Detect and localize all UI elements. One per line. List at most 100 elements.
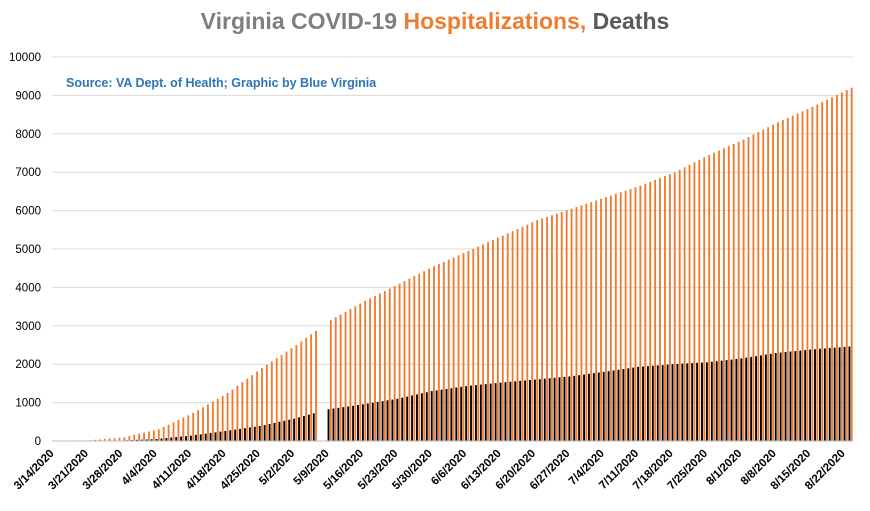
hospitalization-bar bbox=[619, 192, 622, 441]
death-bar bbox=[676, 363, 679, 441]
death-bar bbox=[376, 401, 379, 441]
death-bar bbox=[529, 379, 531, 441]
hospitalization-bar bbox=[423, 271, 426, 441]
hospitalization-bar bbox=[295, 345, 298, 441]
hospitalizations-series bbox=[59, 87, 853, 442]
death-bar bbox=[170, 437, 173, 441]
hospitalization-bar bbox=[462, 253, 465, 441]
y-tick-label: 6000 bbox=[15, 206, 41, 218]
hospitalization-bar bbox=[482, 244, 485, 441]
hospitalization-bar bbox=[192, 412, 195, 441]
death-bar bbox=[347, 406, 350, 441]
hospitalization-bar bbox=[374, 295, 376, 441]
death-bar bbox=[799, 350, 802, 441]
death-bar bbox=[352, 405, 355, 441]
hospitalization-bar bbox=[531, 222, 534, 441]
death-bar bbox=[194, 434, 197, 441]
hospitalization-bar bbox=[850, 87, 853, 441]
hospitalization-bar bbox=[496, 237, 499, 441]
hospitalization-bar bbox=[315, 330, 317, 441]
death-bar bbox=[686, 363, 689, 441]
hospitalization-bar bbox=[447, 259, 450, 441]
death-bar bbox=[735, 358, 738, 441]
death-bar bbox=[814, 349, 816, 441]
hospitalization-bar bbox=[265, 364, 268, 441]
hospitalization-bar bbox=[251, 375, 254, 441]
death-bar bbox=[519, 380, 522, 441]
y-tick-label: 0 bbox=[35, 436, 41, 448]
death-bar bbox=[293, 418, 296, 441]
hospitalization-bar bbox=[433, 266, 435, 441]
death-bar bbox=[199, 434, 202, 441]
hospitalization-bar bbox=[688, 164, 691, 442]
hospitalization-bar bbox=[605, 197, 607, 441]
hospitalization-bar bbox=[172, 422, 175, 441]
hospitalization-bar bbox=[546, 216, 548, 441]
hospitalization-bar bbox=[354, 306, 357, 441]
hospitalization-bar bbox=[801, 111, 804, 442]
death-bar bbox=[189, 435, 192, 441]
hospitalization-bar bbox=[398, 283, 401, 441]
death-bar bbox=[229, 430, 232, 441]
hospitalization-bar bbox=[359, 303, 362, 441]
hospitalization-bar bbox=[93, 439, 96, 441]
x-axis-labels: 3/14/20203/21/20203/28/20204/4/20204/11/… bbox=[12, 448, 848, 493]
hospitalization-bar bbox=[226, 393, 229, 441]
death-bar bbox=[543, 378, 546, 441]
death-bar bbox=[401, 397, 404, 441]
hospitalization-bar bbox=[718, 150, 720, 442]
death-bar bbox=[484, 384, 487, 441]
death-bar bbox=[548, 378, 551, 441]
hospitalization-bar bbox=[727, 146, 730, 441]
hospitalization-bar bbox=[246, 378, 249, 441]
hospitalization-bar bbox=[678, 169, 681, 442]
hospitalization-bar bbox=[560, 211, 563, 441]
death-bar bbox=[416, 394, 418, 441]
death-bar bbox=[445, 388, 448, 441]
death-bar bbox=[460, 386, 463, 441]
hospitalization-bar bbox=[329, 320, 332, 441]
hospitalization-bar bbox=[644, 183, 647, 441]
hospitalization-bar bbox=[128, 436, 131, 441]
death-bar bbox=[558, 377, 561, 441]
death-bar bbox=[578, 375, 581, 441]
y-tick-label: 3000 bbox=[15, 321, 41, 333]
y-tick-label: 2000 bbox=[15, 359, 41, 371]
hospitalization-bar bbox=[673, 172, 676, 441]
hospitalization-bar bbox=[197, 410, 200, 441]
hospitalization-bar bbox=[285, 351, 288, 441]
hospitalization-bar bbox=[526, 224, 529, 441]
death-bar bbox=[342, 407, 345, 441]
death-bar bbox=[691, 363, 694, 441]
death-bar bbox=[140, 439, 143, 441]
hospitalization-bar bbox=[241, 382, 244, 441]
death-bar bbox=[774, 353, 777, 441]
hospitalization-bar bbox=[703, 157, 706, 441]
death-bar bbox=[760, 355, 762, 441]
hospitalization-bar bbox=[772, 124, 774, 442]
hospitalization-bar bbox=[138, 433, 141, 441]
hospitalization-bar bbox=[693, 162, 696, 441]
hospitalization-bar bbox=[811, 106, 814, 442]
death-bar bbox=[750, 356, 753, 441]
death-bar bbox=[622, 369, 625, 441]
death-bar bbox=[632, 367, 635, 441]
death-bar bbox=[327, 409, 330, 441]
hospitalization-bar bbox=[162, 426, 165, 441]
death-bar bbox=[764, 354, 767, 441]
y-tick-label: 8000 bbox=[15, 129, 41, 141]
hospitalization-bar bbox=[639, 185, 642, 441]
hospitalization-bar bbox=[231, 389, 234, 441]
y-axis-labels: 0 1000 2000 3000 4000 5000 6000 7000 8000 9000 100… bbox=[9, 52, 41, 448]
hospitalization-bar bbox=[506, 233, 509, 441]
hospitalization-bar bbox=[742, 139, 745, 441]
hospitalization-bar bbox=[781, 120, 784, 441]
hospitalization-bar bbox=[521, 226, 524, 441]
x-tick-label: 8/1/2020 bbox=[704, 448, 744, 488]
x-tick-label: 5/2/2020 bbox=[257, 448, 297, 488]
death-bar bbox=[637, 366, 640, 441]
death-bar bbox=[592, 373, 595, 441]
hospitalization-bar bbox=[270, 361, 273, 441]
hospitalization-bar bbox=[536, 220, 539, 441]
death-bar bbox=[715, 361, 718, 441]
